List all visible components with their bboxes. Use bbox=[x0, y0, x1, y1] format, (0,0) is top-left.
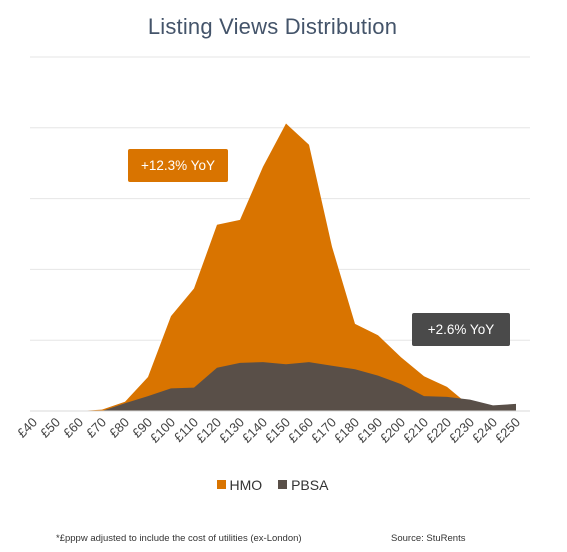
area-hmo bbox=[33, 123, 516, 412]
legend-label-hmo: HMO bbox=[229, 476, 263, 493]
x-tick-label: £210 bbox=[400, 415, 431, 446]
series-areas bbox=[33, 123, 516, 412]
pbsa-yoy-callout: +2.6% YoY bbox=[412, 313, 510, 346]
x-tick-label: £170 bbox=[308, 415, 339, 446]
x-tick-label: £80 bbox=[106, 415, 132, 441]
x-axis: £40£50£60£70£80£90£100£110£120£130£140£1… bbox=[14, 410, 530, 446]
x-tick-label: £140 bbox=[239, 415, 270, 446]
x-tick-label: £220 bbox=[423, 415, 454, 446]
x-tick-label: £100 bbox=[147, 415, 178, 446]
x-tick-label: £160 bbox=[285, 415, 316, 446]
legend: HMO PBSA bbox=[0, 476, 545, 493]
x-tick-label: £240 bbox=[469, 415, 500, 446]
legend-swatch-pbsa bbox=[278, 480, 288, 489]
area-pbsa bbox=[33, 362, 516, 411]
source-note: Source: StuRents bbox=[391, 533, 466, 544]
chart-title: Listing Views Distribution bbox=[147, 14, 398, 39]
x-tick-label: £110 bbox=[171, 415, 201, 445]
legend-swatch-hmo bbox=[216, 480, 226, 489]
footnote: *£pppw adjusted to include the cost of u… bbox=[56, 533, 302, 544]
x-tick-label: £50 bbox=[37, 415, 63, 441]
legend-item-pbsa: PBSA bbox=[278, 477, 328, 493]
x-tick-label: £40 bbox=[14, 415, 40, 441]
x-tick-label: £230 bbox=[446, 415, 477, 446]
x-tick-label: £120 bbox=[193, 415, 224, 446]
hmo-yoy-callout: +12.3% YoY bbox=[128, 149, 228, 182]
x-tick-label: £150 bbox=[262, 415, 293, 446]
legend-label-pbsa: PBSA bbox=[291, 476, 329, 493]
x-tick-label: £70 bbox=[83, 415, 109, 441]
x-tick-label: £190 bbox=[354, 415, 385, 446]
x-tick-label: £60 bbox=[60, 415, 86, 441]
x-tick-label: £250 bbox=[492, 415, 523, 446]
plot-area: £40£50£60£70£80£90£100£110£120£130£140£1… bbox=[14, 56, 530, 446]
x-tick-label: £130 bbox=[216, 415, 247, 446]
x-tick-label: £200 bbox=[377, 415, 408, 446]
x-tick-label: £180 bbox=[331, 415, 362, 446]
legend-item-hmo: HMO bbox=[216, 476, 263, 493]
